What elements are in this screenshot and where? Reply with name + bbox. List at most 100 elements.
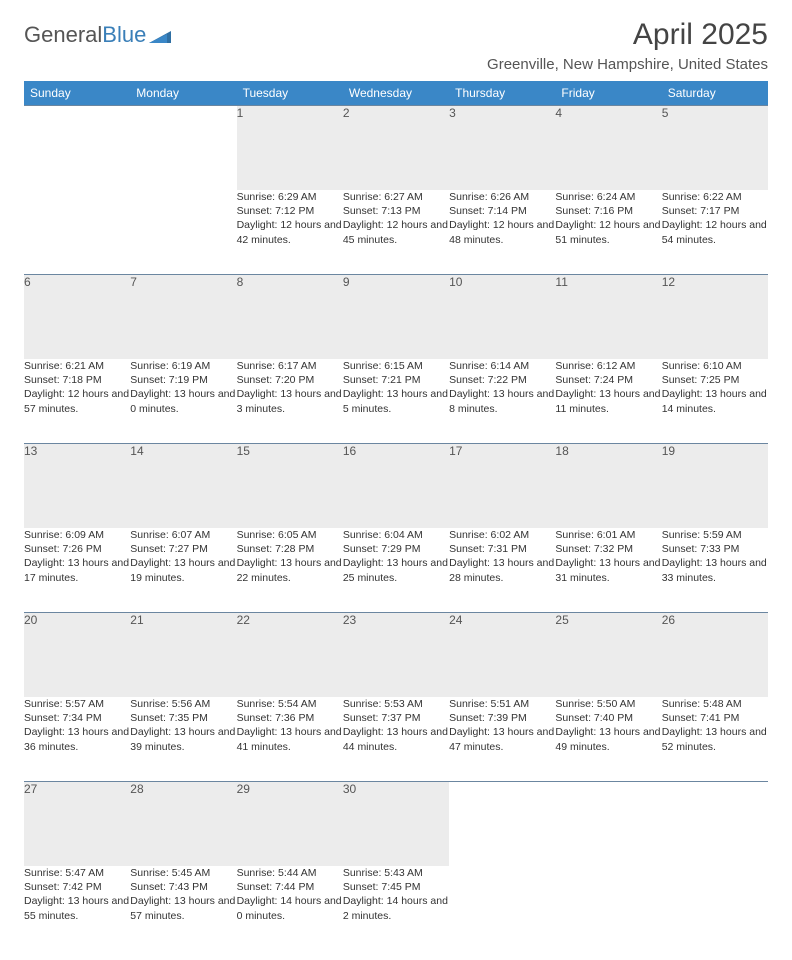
day-number-cell: 11 <box>555 275 661 360</box>
sunrise-text: Sunrise: 6:09 AM <box>24 528 130 542</box>
day-content-row: Sunrise: 6:21 AMSunset: 7:18 PMDaylight:… <box>24 359 768 444</box>
day-content-cell: Sunrise: 6:05 AMSunset: 7:28 PMDaylight:… <box>237 528 343 613</box>
sunrise-text: Sunrise: 5:51 AM <box>449 697 555 711</box>
day-number-cell: 27 <box>24 782 130 867</box>
day-content-row: Sunrise: 5:57 AMSunset: 7:34 PMDaylight:… <box>24 697 768 782</box>
day-number-cell: 1 <box>237 106 343 191</box>
day-content-cell: Sunrise: 6:10 AMSunset: 7:25 PMDaylight:… <box>662 359 768 444</box>
day-number-cell: 29 <box>237 782 343 867</box>
sunrise-text: Sunrise: 6:15 AM <box>343 359 449 373</box>
day-number-cell: 4 <box>555 106 661 191</box>
sunrise-text: Sunrise: 5:45 AM <box>130 866 236 880</box>
sunrise-text: Sunrise: 5:47 AM <box>24 866 130 880</box>
daylight-text: Daylight: 13 hours and 5 minutes. <box>343 387 449 415</box>
day-number-cell: 24 <box>449 613 555 698</box>
day-content-cell: Sunrise: 6:19 AMSunset: 7:19 PMDaylight:… <box>130 359 236 444</box>
day-number-row: 13141516171819 <box>24 444 768 529</box>
day-number-cell: 26 <box>662 613 768 698</box>
daylight-text: Daylight: 13 hours and 11 minutes. <box>555 387 661 415</box>
day-number-cell: 20 <box>24 613 130 698</box>
day-number-cell: 14 <box>130 444 236 529</box>
sunrise-text: Sunrise: 6:05 AM <box>237 528 343 542</box>
day-content-cell: Sunrise: 6:15 AMSunset: 7:21 PMDaylight:… <box>343 359 449 444</box>
day-number-row: 20212223242526 <box>24 613 768 698</box>
daylight-text: Daylight: 13 hours and 55 minutes. <box>24 894 130 922</box>
day-number-cell <box>130 106 236 191</box>
day-number-cell: 15 <box>237 444 343 529</box>
sunrise-text: Sunrise: 5:44 AM <box>237 866 343 880</box>
sunrise-text: Sunrise: 5:43 AM <box>343 866 449 880</box>
daylight-text: Daylight: 14 hours and 2 minutes. <box>343 894 449 922</box>
day-content-cell <box>130 190 236 275</box>
sunrise-text: Sunrise: 6:02 AM <box>449 528 555 542</box>
day-number-cell <box>662 782 768 867</box>
sunset-text: Sunset: 7:13 PM <box>343 204 449 218</box>
day-content-cell: Sunrise: 6:22 AMSunset: 7:17 PMDaylight:… <box>662 190 768 275</box>
sunset-text: Sunset: 7:20 PM <box>237 373 343 387</box>
day-content-cell: Sunrise: 6:01 AMSunset: 7:32 PMDaylight:… <box>555 528 661 613</box>
daylight-text: Daylight: 14 hours and 0 minutes. <box>237 894 343 922</box>
day-number-cell: 23 <box>343 613 449 698</box>
day-content-cell: Sunrise: 5:48 AMSunset: 7:41 PMDaylight:… <box>662 697 768 782</box>
daylight-text: Daylight: 12 hours and 42 minutes. <box>237 218 343 246</box>
day-number-cell: 16 <box>343 444 449 529</box>
sunrise-text: Sunrise: 6:27 AM <box>343 190 449 204</box>
sunset-text: Sunset: 7:18 PM <box>24 373 130 387</box>
day-content-cell: Sunrise: 6:12 AMSunset: 7:24 PMDaylight:… <box>555 359 661 444</box>
day-number-row: 12345 <box>24 106 768 191</box>
day-number-cell: 8 <box>237 275 343 360</box>
sunset-text: Sunset: 7:36 PM <box>237 711 343 725</box>
sunset-text: Sunset: 7:29 PM <box>343 542 449 556</box>
sunrise-text: Sunrise: 6:01 AM <box>555 528 661 542</box>
sunset-text: Sunset: 7:33 PM <box>662 542 768 556</box>
day-content-cell: Sunrise: 6:02 AMSunset: 7:31 PMDaylight:… <box>449 528 555 613</box>
sunset-text: Sunset: 7:26 PM <box>24 542 130 556</box>
daylight-text: Daylight: 13 hours and 52 minutes. <box>662 725 768 753</box>
day-number-cell: 6 <box>24 275 130 360</box>
daylight-text: Daylight: 13 hours and 8 minutes. <box>449 387 555 415</box>
month-title: April 2025 <box>487 18 768 52</box>
sunset-text: Sunset: 7:16 PM <box>555 204 661 218</box>
day-content-cell: Sunrise: 6:24 AMSunset: 7:16 PMDaylight:… <box>555 190 661 275</box>
day-content-cell: Sunrise: 6:04 AMSunset: 7:29 PMDaylight:… <box>343 528 449 613</box>
daylight-text: Daylight: 13 hours and 36 minutes. <box>24 725 130 753</box>
day-content-row: Sunrise: 6:29 AMSunset: 7:12 PMDaylight:… <box>24 190 768 275</box>
sunset-text: Sunset: 7:22 PM <box>449 373 555 387</box>
day-content-row: Sunrise: 5:47 AMSunset: 7:42 PMDaylight:… <box>24 866 768 950</box>
day-number-cell: 30 <box>343 782 449 867</box>
day-content-cell: Sunrise: 6:09 AMSunset: 7:26 PMDaylight:… <box>24 528 130 613</box>
logo-text-general: General <box>24 22 102 48</box>
sunset-text: Sunset: 7:12 PM <box>237 204 343 218</box>
sunrise-text: Sunrise: 6:10 AM <box>662 359 768 373</box>
day-content-cell: Sunrise: 5:43 AMSunset: 7:45 PMDaylight:… <box>343 866 449 950</box>
location-label: Greenville, New Hampshire, United States <box>487 56 768 73</box>
sunset-text: Sunset: 7:42 PM <box>24 880 130 894</box>
daylight-text: Daylight: 13 hours and 19 minutes. <box>130 556 236 584</box>
sunset-text: Sunset: 7:39 PM <box>449 711 555 725</box>
sunrise-text: Sunrise: 5:59 AM <box>662 528 768 542</box>
sunset-text: Sunset: 7:19 PM <box>130 373 236 387</box>
day-content-cell <box>449 866 555 950</box>
sunset-text: Sunset: 7:40 PM <box>555 711 661 725</box>
day-number-row: 27282930 <box>24 782 768 867</box>
day-content-cell: Sunrise: 6:17 AMSunset: 7:20 PMDaylight:… <box>237 359 343 444</box>
day-content-cell: Sunrise: 6:29 AMSunset: 7:12 PMDaylight:… <box>237 190 343 275</box>
sunset-text: Sunset: 7:24 PM <box>555 373 661 387</box>
calendar-body: 12345Sunrise: 6:29 AMSunset: 7:12 PMDayl… <box>24 106 768 951</box>
day-number-cell <box>24 106 130 191</box>
sunrise-text: Sunrise: 5:50 AM <box>555 697 661 711</box>
daylight-text: Daylight: 13 hours and 3 minutes. <box>237 387 343 415</box>
day-content-cell: Sunrise: 5:44 AMSunset: 7:44 PMDaylight:… <box>237 866 343 950</box>
day-number-cell: 2 <box>343 106 449 191</box>
daylight-text: Daylight: 13 hours and 14 minutes. <box>662 387 768 415</box>
day-content-cell: Sunrise: 5:53 AMSunset: 7:37 PMDaylight:… <box>343 697 449 782</box>
day-content-cell: Sunrise: 6:26 AMSunset: 7:14 PMDaylight:… <box>449 190 555 275</box>
calendar-page: GeneralBlue April 2025 Greenville, New H… <box>0 0 792 960</box>
daylight-text: Daylight: 13 hours and 22 minutes. <box>237 556 343 584</box>
sunrise-text: Sunrise: 6:07 AM <box>130 528 236 542</box>
day-number-cell: 18 <box>555 444 661 529</box>
weekday-header: Friday <box>555 81 661 106</box>
daylight-text: Daylight: 13 hours and 33 minutes. <box>662 556 768 584</box>
daylight-text: Daylight: 12 hours and 57 minutes. <box>24 387 130 415</box>
sunset-text: Sunset: 7:17 PM <box>662 204 768 218</box>
